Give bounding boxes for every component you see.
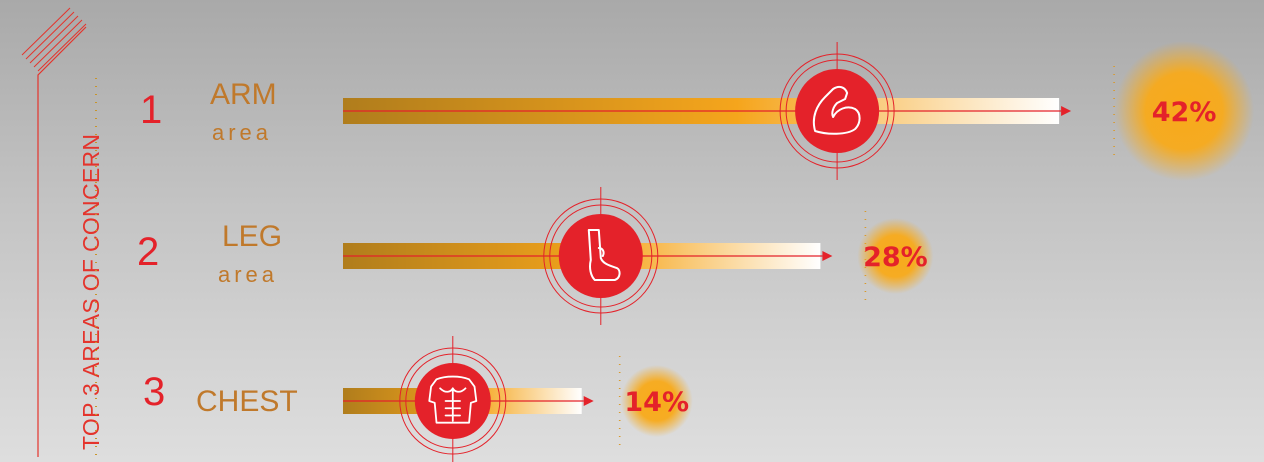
- bar-row-2: 28%: [343, 187, 934, 325]
- leg-target: [543, 187, 659, 325]
- bar-row-1: 42%: [343, 41, 1255, 181]
- value-label: 14%: [624, 387, 689, 418]
- category-label-leg: LEG: [222, 220, 283, 253]
- chest-torso-target: [399, 336, 507, 462]
- value-glow: [1114, 41, 1255, 181]
- leg-icon: [587, 229, 621, 281]
- category-sublabel-leg: area: [218, 262, 279, 287]
- category-label-chest: CHEST: [196, 385, 298, 418]
- value-label: 42%: [1152, 97, 1217, 128]
- bar-arrowhead: [1061, 106, 1072, 116]
- flexed-arm-icon: [812, 85, 861, 135]
- bar-row-3: 14%: [343, 336, 693, 462]
- rank-1: 1: [140, 88, 163, 132]
- category-label-arm: ARM: [210, 78, 277, 111]
- bar-arrowhead: [583, 396, 594, 406]
- bar-arrowhead: [822, 251, 833, 261]
- value-label: 28%: [863, 242, 928, 273]
- category-sublabel-arm: area: [212, 120, 273, 145]
- chest-torso-icon: [428, 375, 478, 424]
- value-glow: [620, 365, 693, 437]
- rank-3: 3: [143, 370, 166, 414]
- rank-2: 2: [137, 230, 160, 274]
- value-glow: [857, 218, 934, 294]
- flexed-arm-target: [779, 42, 895, 180]
